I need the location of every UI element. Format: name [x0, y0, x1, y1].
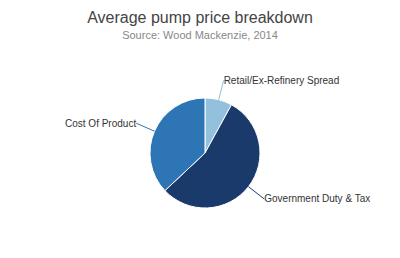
- svg-text:Retail/Ex-Refinery Spread: Retail/Ex-Refinery Spread: [224, 75, 340, 86]
- html-text:Average pump price breakdown: Average pump price breakdown: [87, 9, 313, 26]
- svg-text:Cost Of Product: Cost Of Product: [65, 118, 136, 129]
- html-text:Source: Wood Mackenzie, 2014: Source: Wood Mackenzie, 2014: [122, 29, 278, 41]
- svg-text:Government Duty & Tax: Government Duty & Tax: [264, 193, 370, 204]
